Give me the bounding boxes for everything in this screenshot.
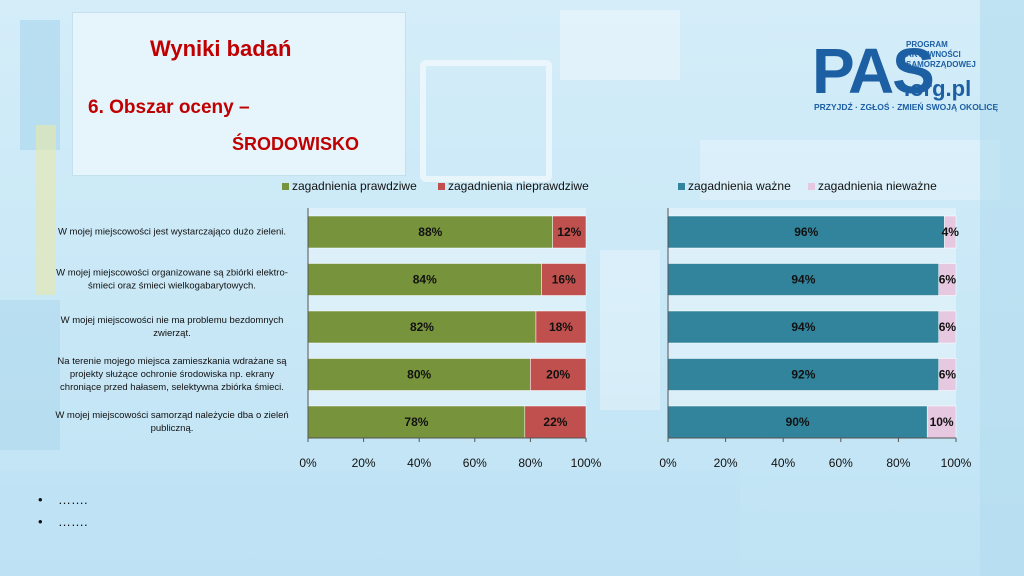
importance-data-label: 94% [791,273,815,287]
importance-tick-label: 20% [714,456,738,470]
background-shape [0,300,60,450]
importance-bar [667,263,939,296]
truth-bar [552,215,587,249]
importance-legend-label: zagadnienia ważne [688,179,791,193]
truth-data-label: 88% [418,225,442,239]
category-label: śmieci oraz śmieci wielkogabarytowych. [88,281,256,292]
logo-program-line: SAMORZĄDOWEJ [906,60,976,69]
importance-data-label: 6% [939,368,957,382]
bullet-dot: • [38,491,43,507]
truth-data-label: 22% [543,415,567,429]
truth-data-label: 16% [552,273,576,287]
bullet-list: • ……. • ……. [38,488,88,532]
truth-data-label: 12% [557,225,581,239]
category-label: Na terenie mojego miejsca zamieszkania w… [57,356,287,367]
bullet-item: • ……. [38,510,88,532]
truth-bar [524,405,587,439]
importance-tick-label: 60% [829,456,853,470]
logo-slogan: PRZYJDŹ · ZGŁOŚ · ZMIEŃ SWOJĄ OKOLICĘ [814,102,999,112]
section-subtitle: 6. Obszar oceny – [88,97,250,118]
importance-data-label: 4% [942,225,960,239]
truth-tick-label: 80% [518,456,542,470]
truth-data-label: 78% [404,415,428,429]
title-card [72,12,406,176]
truth-legend-swatch [282,183,289,190]
logo-text: PAS [812,35,935,107]
importance-data-label: 94% [791,320,815,334]
truth-data-label: 18% [549,320,573,334]
importance-data-label: 10% [930,415,954,429]
importance-legend-swatch [678,183,685,190]
section-name: ŚRODOWISKO [232,134,360,154]
category-label: zwierząt. [153,328,190,339]
truth-bar [535,310,587,344]
importance-bar [944,215,957,249]
importance-bar [938,263,957,296]
importance-tick-label: 0% [659,456,677,470]
category-label: W mojej miejscowości jest wystarczająco … [58,227,286,238]
truth-tick-label: 20% [352,456,376,470]
background-shape [560,10,680,80]
truth-data-label: 80% [407,368,431,382]
truth-data-label: 84% [413,273,437,287]
pas-logo: PAS PROGRAM AKTYWNOŚCI SAMORZĄDOWEJ .org… [812,35,998,120]
importance-bar [938,358,957,391]
truth-bar [541,263,587,296]
bullet-item: • ……. [38,488,88,510]
importance-data-label: 90% [786,415,810,429]
truth-data-label: 82% [410,320,434,334]
importance-tick-label: 100% [941,456,972,470]
truth-tick-label: 40% [407,456,431,470]
truth-bar [307,310,537,344]
bullet-text: ……. [58,513,88,529]
truth-tick-label: 0% [299,456,317,470]
truth-legend-swatch [438,183,445,190]
importance-data-label: 6% [939,273,957,287]
category-label: W mojej miejscowości nie ma problemu bez… [61,315,284,326]
importance-bar [667,358,939,391]
importance-bar [938,310,957,344]
category-label: publiczną. [151,423,194,434]
background-shape [36,125,56,295]
truth-bar [530,358,587,391]
truth-legend-label: zagadnienia nieprawdziwe [448,179,589,193]
category-label: W mojej miejscowości organizowane są zbi… [56,268,288,279]
bullet-dot: • [38,513,43,529]
truth-bar [307,263,542,296]
importance-data-label: 96% [794,225,818,239]
background-shape [600,250,660,410]
logo-program-line: AKTYWNOŚCI [906,50,961,59]
truth-legend-label: zagadnienia prawdziwe [292,179,417,193]
notes-area [0,470,740,576]
logo-program: PROGRAM AKTYWNOŚCI SAMORZĄDOWEJ [906,40,976,70]
importance-legend-label: zagadnienia nieważne [818,179,937,193]
importance-data-label: 6% [939,320,957,334]
importance-data-label: 92% [791,368,815,382]
truth-data-label: 20% [546,368,570,382]
importance-tick-label: 40% [771,456,795,470]
bullet-text: ……. [58,491,88,507]
importance-bar [926,405,957,439]
truth-bar [307,215,553,249]
logo-program-line: PROGRAM [906,40,948,49]
truth-bar [307,405,526,439]
truth-bar [307,358,531,391]
category-label: projekty służące ochronie środowiska np.… [70,369,275,380]
logo-url: .org.pl [904,76,972,101]
importance-legend-swatch [808,183,815,190]
background-shape [420,60,552,182]
page-title: Wyniki badań [150,36,292,61]
background-shape [700,140,1000,200]
background-shape [980,0,1024,576]
importance-tick-label: 80% [886,456,910,470]
category-label: W mojej miejscowości samorząd należycie … [55,410,288,421]
category-label: chroniące przed hałasem, selektywna zbió… [60,382,284,393]
truth-tick-label: 60% [463,456,487,470]
truth-tick-label: 100% [571,456,602,470]
